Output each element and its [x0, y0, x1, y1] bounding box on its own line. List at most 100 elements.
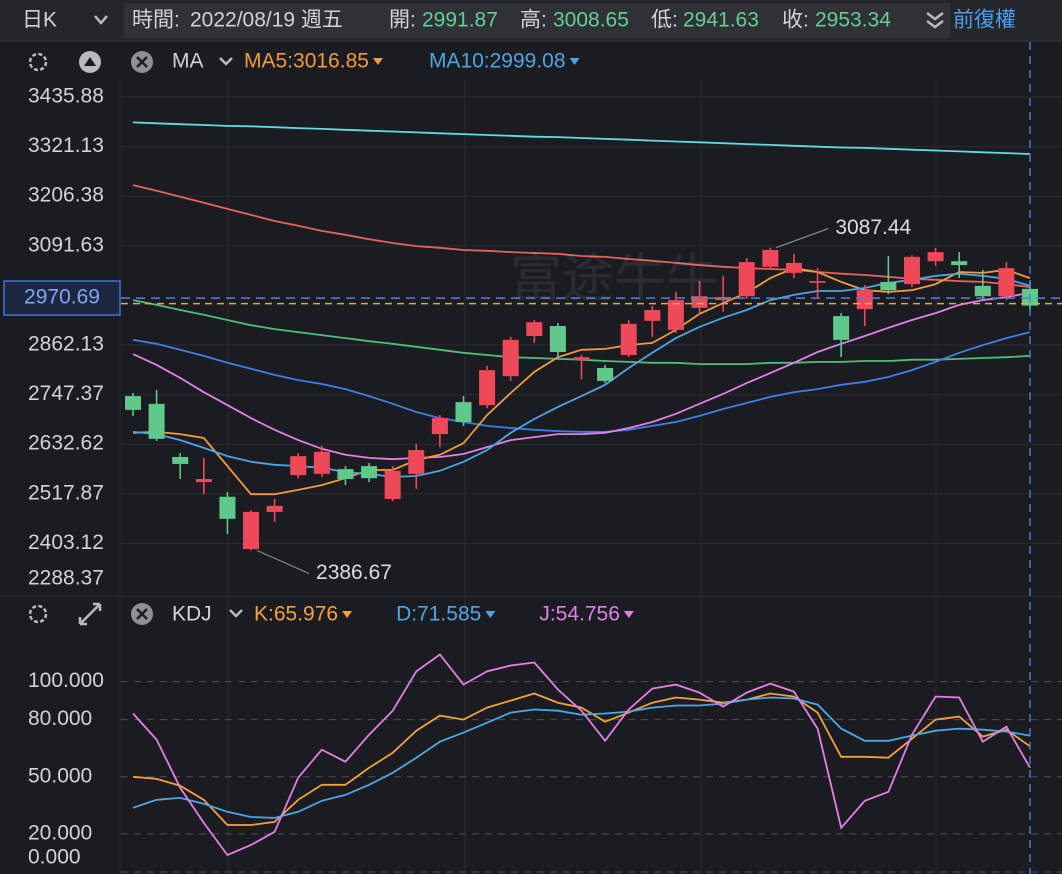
- legend-dropdown[interactable]: [485, 611, 496, 618]
- open-value: 2991.87: [422, 9, 498, 32]
- legend-dropdown[interactable]: [623, 611, 634, 618]
- plot-area: [121, 653, 1062, 873]
- candle-body: [597, 367, 614, 381]
- period-dropdown[interactable]: [94, 15, 108, 25]
- open-label: 開:: [389, 9, 416, 32]
- time-label: 時間:: [132, 9, 180, 32]
- candle-body: [455, 402, 472, 422]
- candle-body: [431, 418, 448, 435]
- candle-body: [880, 281, 897, 291]
- candle-body: [502, 339, 519, 377]
- close-value: 2953.34: [815, 9, 891, 32]
- candle-body: [785, 262, 802, 273]
- candle-body: [833, 316, 850, 340]
- legend-dropdown[interactable]: [569, 58, 580, 65]
- y-tick-label: 20.000: [28, 821, 92, 844]
- close-icon[interactable]: [131, 51, 153, 73]
- fullscreen-icon[interactable]: [78, 602, 102, 626]
- date: 2022/08/19 週五: [190, 9, 343, 32]
- indicator-line: [132, 291, 1031, 461]
- adjust-mode[interactable]: 前復權: [953, 9, 1016, 32]
- candle-body: [974, 285, 991, 297]
- indicator-dropdown[interactable]: [229, 609, 243, 618]
- high-value: 3008.65: [553, 9, 629, 32]
- candle-body: [125, 396, 141, 410]
- y-tick-label: 2862.13: [28, 333, 104, 356]
- candle-body: [290, 456, 307, 476]
- candle-body: [644, 310, 661, 321]
- candle-body: [243, 511, 260, 550]
- candle-body: [903, 256, 920, 285]
- expand-icon[interactable]: [926, 12, 944, 29]
- candle-body: [738, 262, 755, 297]
- y-tick-label: 2632.62: [28, 432, 104, 455]
- indicator-line: [132, 267, 1031, 496]
- candle-body: [384, 470, 401, 499]
- y-tick-label: 50.000: [28, 764, 92, 787]
- close-icon[interactable]: [131, 603, 153, 625]
- y-tick-label: 3435.88: [28, 85, 104, 108]
- legend-entry: MA5:3016.85: [244, 50, 369, 73]
- low-value: 2941.63: [683, 9, 759, 32]
- candle-body: [148, 403, 165, 439]
- legend-entry: K:65.976: [254, 603, 338, 626]
- legend-dropdown[interactable]: [372, 58, 383, 65]
- y-tick-label: 2403.12: [28, 531, 104, 554]
- collapse-icon[interactable]: [79, 51, 101, 73]
- candle-body: [361, 466, 378, 479]
- candle-body: [337, 469, 354, 480]
- y-tick-label: 3321.13: [28, 134, 104, 157]
- legend-entry: D:71.585: [396, 603, 481, 626]
- indicator-line: [132, 653, 1031, 857]
- candle-body: [266, 505, 283, 512]
- candle-body: [549, 326, 566, 352]
- settings-icon[interactable]: [28, 604, 48, 624]
- indicator-line: [132, 331, 1031, 433]
- indicator-line: [132, 121, 1031, 155]
- candle-body: [691, 296, 708, 308]
- candle-body: [219, 496, 236, 519]
- y-tick-label: 80.000: [28, 707, 92, 730]
- candle-body: [951, 261, 968, 266]
- price-marker-label: 2970.69: [24, 286, 100, 309]
- y-tick-label: 3091.63: [28, 233, 104, 256]
- candle-body: [620, 323, 637, 355]
- y-tick-label: 2288.37: [28, 567, 104, 590]
- indicator-name[interactable]: MA: [172, 50, 204, 73]
- indicator-dropdown[interactable]: [219, 57, 233, 66]
- candle-body: [573, 357, 590, 361]
- watermark: 富途牛牛: [510, 251, 718, 309]
- indicator-line: [132, 184, 1031, 288]
- close-label: 收:: [782, 9, 809, 32]
- candle-body: [856, 290, 873, 310]
- period[interactable]: 日K: [22, 9, 57, 32]
- candle-body: [172, 457, 189, 464]
- annotation-leader: [256, 549, 310, 575]
- plot-area: [121, 96, 1062, 593]
- candle-body: [313, 451, 330, 474]
- y-tick-label: 2747.37: [28, 382, 104, 405]
- time-grid: [227, 80, 937, 874]
- high-label: 高:: [520, 9, 547, 32]
- y-tick-label: 100.000: [28, 669, 104, 692]
- ohlc-box: [124, 3, 950, 38]
- settings-icon[interactable]: [28, 52, 48, 72]
- candle-body: [479, 370, 496, 406]
- y-tick-label: 0.000: [28, 846, 81, 869]
- y-tick-label: 3206.38: [28, 184, 104, 207]
- annotation: 3087.44: [835, 216, 911, 239]
- annotation-leader: [776, 228, 829, 249]
- candle-body: [998, 268, 1015, 297]
- legend-entry: MA10:2999.08: [429, 50, 566, 73]
- annotation: 2386.67: [316, 561, 392, 584]
- low-label: 低:: [651, 9, 678, 32]
- candle-body: [809, 281, 826, 283]
- y-tick-label: 2517.87: [28, 481, 104, 504]
- indicator-name[interactable]: KDJ: [172, 603, 212, 626]
- candle-body: [667, 300, 684, 330]
- candle-body: [195, 479, 212, 483]
- candle-body: [526, 322, 543, 336]
- legend-dropdown[interactable]: [342, 611, 353, 618]
- candle-body: [408, 450, 425, 474]
